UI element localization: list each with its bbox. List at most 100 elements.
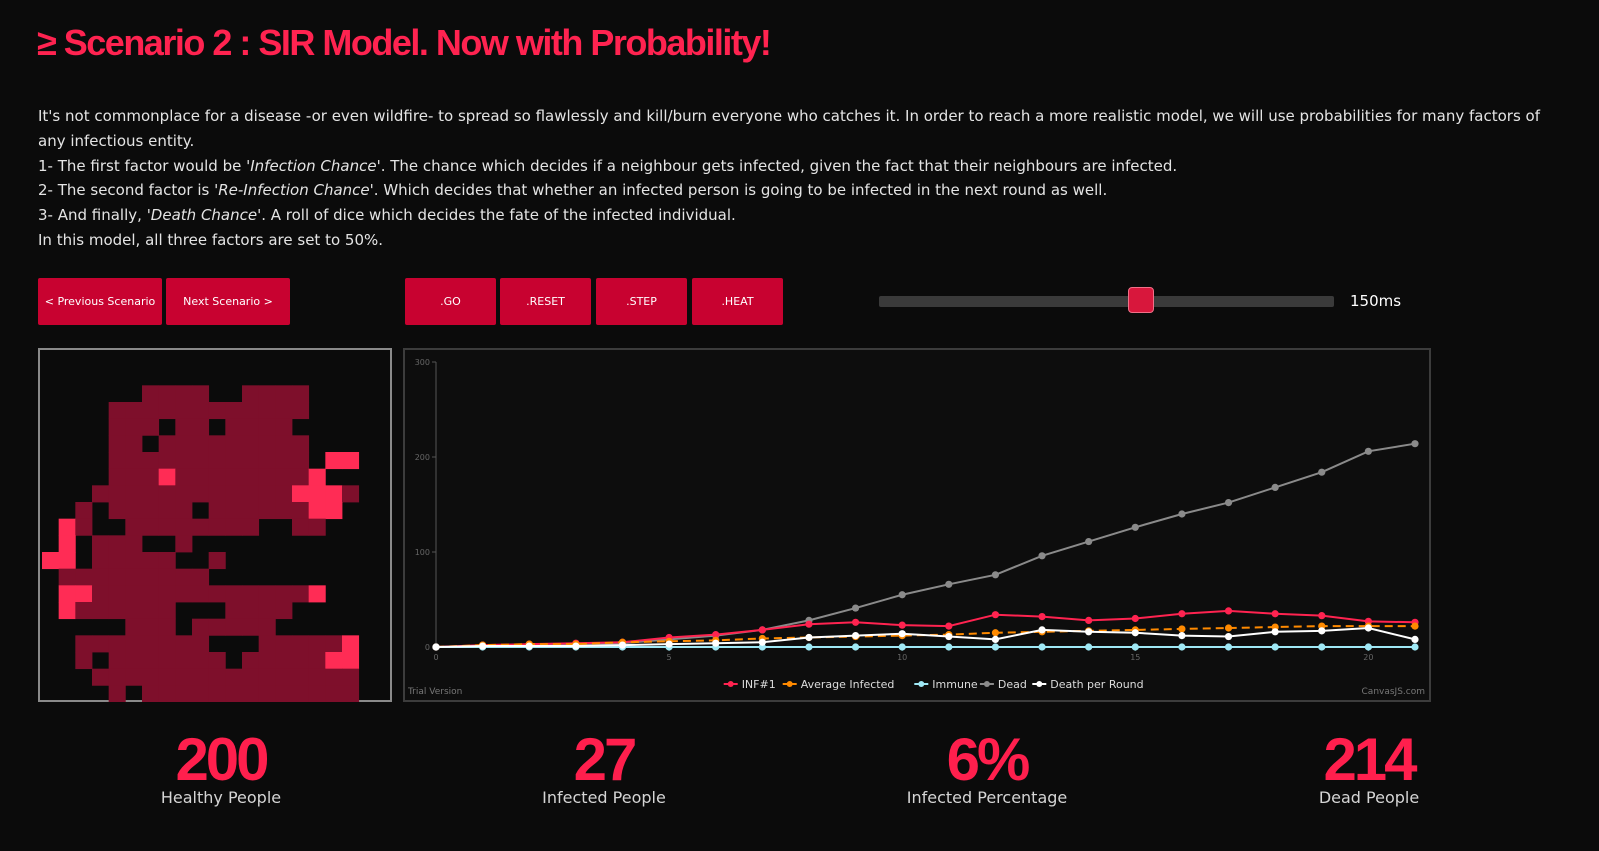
- data-point[interactable]: [1038, 643, 1046, 651]
- grid-cell-dead: [192, 685, 210, 702]
- data-point[interactable]: [1178, 643, 1186, 651]
- data-point[interactable]: [1271, 610, 1279, 618]
- grid-cell-dead: [125, 652, 143, 670]
- data-point[interactable]: [618, 641, 627, 649]
- data-point[interactable]: [1085, 616, 1093, 624]
- speed-slider-thumb[interactable]: [1127, 287, 1154, 313]
- legend-item[interactable]: INF#1: [742, 678, 776, 691]
- data-point[interactable]: [991, 643, 1000, 651]
- data-point[interactable]: [1318, 643, 1326, 651]
- data-point[interactable]: [1085, 537, 1093, 546]
- data-point[interactable]: [1131, 614, 1139, 623]
- data-point[interactable]: [1224, 632, 1233, 641]
- data-point[interactable]: [1271, 643, 1279, 651]
- grid-cell-dead: [175, 535, 193, 553]
- grid-cell-dead: [258, 685, 276, 702]
- data-point[interactable]: [851, 643, 860, 651]
- x-tick-label: 10: [897, 653, 907, 662]
- data-point[interactable]: [1364, 624, 1372, 632]
- data-point[interactable]: [1318, 612, 1326, 620]
- legend-item[interactable]: Average Infected: [801, 678, 895, 691]
- data-point[interactable]: [1318, 468, 1326, 476]
- data-point[interactable]: [898, 591, 906, 599]
- go-button[interactable]: .GO: [405, 278, 496, 325]
- data-point[interactable]: [1224, 499, 1233, 507]
- data-point[interactable]: [1131, 629, 1139, 637]
- data-point[interactable]: [805, 633, 813, 642]
- data-point[interactable]: [525, 642, 533, 650]
- data-point[interactable]: [805, 643, 813, 651]
- data-point[interactable]: [851, 632, 860, 640]
- data-point[interactable]: [1038, 552, 1046, 560]
- data-point[interactable]: [479, 642, 487, 650]
- data-point[interactable]: [712, 639, 720, 647]
- grid-cell-dead: [208, 652, 226, 670]
- data-point[interactable]: [1178, 625, 1186, 633]
- simulation-grid[interactable]: [38, 348, 392, 702]
- data-point[interactable]: [1178, 632, 1186, 640]
- data-point[interactable]: [1131, 523, 1139, 531]
- data-point[interactable]: [1411, 622, 1419, 630]
- grid-cell-dead: [142, 502, 160, 520]
- data-point[interactable]: [898, 630, 906, 638]
- grid-cell-dead: [108, 485, 126, 503]
- data-point[interactable]: [1271, 628, 1279, 636]
- data-point[interactable]: [851, 618, 860, 626]
- data-point[interactable]: [758, 638, 766, 646]
- grid-cell-dead: [242, 402, 260, 420]
- data-point[interactable]: [1131, 643, 1139, 651]
- data-point[interactable]: [1085, 628, 1093, 636]
- data-point[interactable]: [1411, 635, 1419, 643]
- data-point[interactable]: [805, 620, 813, 628]
- legend-marker: [918, 681, 925, 687]
- data-point[interactable]: [1038, 626, 1046, 634]
- data-point[interactable]: [945, 632, 953, 641]
- data-point[interactable]: [712, 631, 720, 639]
- data-point[interactable]: [945, 580, 953, 588]
- data-point[interactable]: [991, 611, 1000, 619]
- step-button[interactable]: .STEP: [596, 278, 687, 325]
- data-point[interactable]: [1364, 643, 1372, 651]
- data-point[interactable]: [1178, 510, 1186, 518]
- grid-cell-dead: [208, 685, 226, 702]
- grid-cell-infected: [325, 502, 343, 520]
- data-point[interactable]: [1085, 643, 1093, 651]
- data-point[interactable]: [1411, 440, 1419, 448]
- canvasjs-credit[interactable]: CanvasJS.com: [1362, 687, 1425, 697]
- grid-cell-dead: [208, 502, 226, 520]
- data-point[interactable]: [1224, 624, 1233, 632]
- legend-item[interactable]: Dead: [998, 678, 1027, 691]
- data-point[interactable]: [898, 643, 906, 651]
- grid-cell-dead: [75, 635, 93, 653]
- data-point[interactable]: [945, 643, 953, 651]
- data-point[interactable]: [1271, 483, 1279, 491]
- grid-cell-dead: [158, 652, 176, 670]
- legend-item[interactable]: Immune: [932, 678, 978, 691]
- legend-item[interactable]: Death per Round: [1050, 678, 1143, 691]
- data-point[interactable]: [758, 626, 766, 634]
- data-point[interactable]: [1224, 607, 1233, 615]
- data-point[interactable]: [991, 571, 1000, 579]
- heat-button[interactable]: .HEAT: [692, 278, 783, 325]
- grid-cell-dead: [175, 435, 193, 453]
- data-point[interactable]: [1364, 447, 1372, 455]
- data-point[interactable]: [572, 642, 580, 650]
- data-point[interactable]: [945, 622, 953, 630]
- data-point[interactable]: [432, 643, 440, 651]
- data-point[interactable]: [991, 629, 1000, 637]
- reset-button[interactable]: .RESET: [500, 278, 591, 325]
- data-point[interactable]: [1178, 610, 1186, 618]
- speed-slider-track[interactable]: [879, 296, 1334, 307]
- grid-cell-dead: [292, 685, 310, 702]
- data-point[interactable]: [1411, 643, 1419, 651]
- previous-scenario-button[interactable]: < Previous Scenario: [38, 278, 162, 325]
- data-point[interactable]: [898, 621, 906, 629]
- data-point[interactable]: [665, 640, 673, 648]
- data-point[interactable]: [1224, 643, 1233, 651]
- page-title: ≥ Scenario 2 : SIR Model. Now with Proba…: [37, 22, 772, 63]
- next-scenario-button[interactable]: Next Scenario >: [166, 278, 290, 325]
- data-point[interactable]: [1318, 627, 1326, 635]
- data-point[interactable]: [991, 635, 1000, 643]
- data-point[interactable]: [851, 604, 860, 612]
- data-point[interactable]: [1038, 613, 1046, 621]
